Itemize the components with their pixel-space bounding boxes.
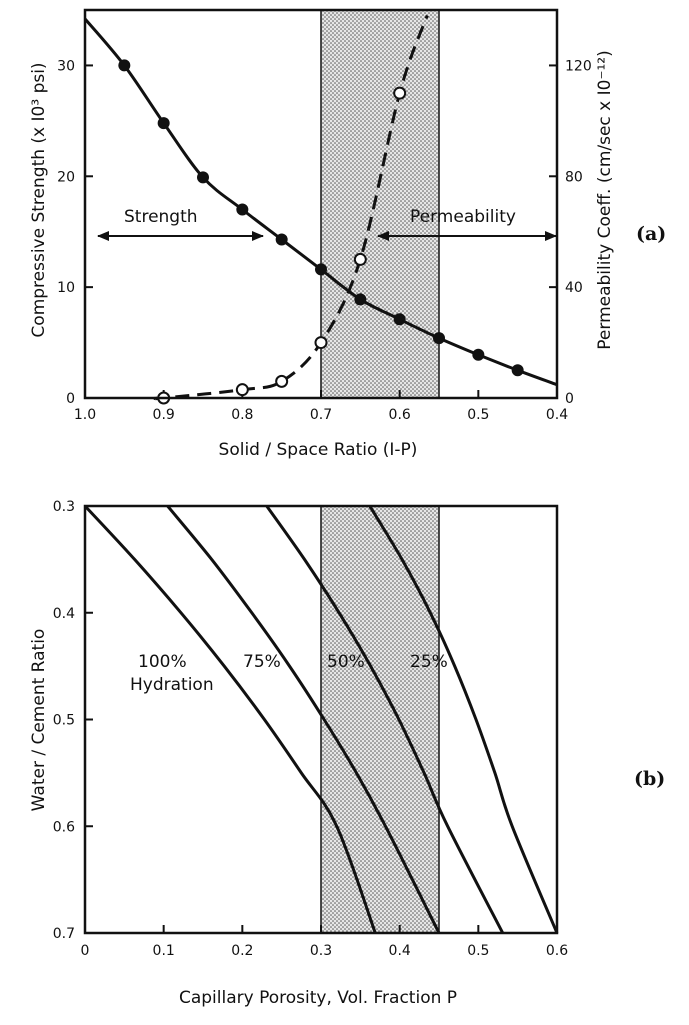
panel-b-x-tick-label: 0.5 <box>467 943 489 959</box>
panel-b-y-tick-label: 0.7 <box>53 926 75 942</box>
curve-label-75: 75% <box>243 652 281 672</box>
curve-label-25: 25% <box>410 652 448 672</box>
panel-a-frame <box>83 8 559 400</box>
strength-point <box>433 332 445 345</box>
panel-a-shaded-band <box>320 9 440 399</box>
panel-a-x-tick-label: 0.7 <box>310 407 332 423</box>
panel-a-ylabel-left: Compressive Strength (x I0³ psi) <box>29 62 49 337</box>
permeability-point <box>353 252 367 266</box>
panel-b-x-tick-label: 0.4 <box>389 943 411 959</box>
hydration-curve-100 <box>83 504 377 934</box>
strength-annotation: Strength <box>124 207 198 227</box>
strength-point <box>354 293 367 306</box>
strength-point <box>275 233 288 246</box>
strength-point <box>236 203 249 216</box>
strength-point <box>157 117 170 130</box>
panel-b-tag: (b) <box>634 768 665 790</box>
panel-b-frame <box>83 504 559 935</box>
panel-a-right-tick-label: 120 <box>565 58 592 74</box>
panel-a-y-tick-label: 0 <box>66 391 75 407</box>
strength-point <box>472 348 485 361</box>
curve-label-hydration: Hydration <box>130 675 214 695</box>
strength-point <box>315 263 327 276</box>
panel-b-xlabel: Capillary Porosity, Vol. Fraction P <box>179 988 457 1008</box>
panel-a-y-tick-label: 10 <box>57 280 75 296</box>
permeability-annotation: Permeability <box>410 207 516 227</box>
panel-a-x-tick-label: 1.0 <box>74 407 96 423</box>
strength-point <box>393 313 406 326</box>
panel-b-x-tick-label: 0.3 <box>310 943 332 959</box>
panel-a-tag: (a) <box>636 223 666 245</box>
panel-a-right-tick-label: 40 <box>565 280 583 296</box>
curve-label-100: 100% <box>138 652 187 672</box>
panel-a-x-tick-label: 0.5 <box>467 407 489 423</box>
panel-a-ylabel-right: Permeability Coeff. (cm/sec x I0⁻¹²) <box>595 50 615 349</box>
panel-a-y-tick-label: 20 <box>57 169 75 185</box>
panel-b-y-tick-label: 0.3 <box>53 499 75 515</box>
panel-a-x-tick-label: 0.8 <box>231 407 253 423</box>
panel-b-x-tick-label: 0.6 <box>546 943 568 959</box>
permeability-point <box>235 383 249 397</box>
panel-b-x-tick-label: 0 <box>81 943 90 959</box>
panel-b-ylabel: Water / Cement Ratio <box>29 629 49 812</box>
hydration-curve-75 <box>166 505 441 934</box>
panel-b-y-tick-label: 0.4 <box>53 606 75 622</box>
panel-a-y-tick-label: 30 <box>57 58 75 74</box>
curve-label-50: 50% <box>327 652 365 672</box>
permeability-point <box>275 374 289 388</box>
panel-a-x-tick-label: 0.6 <box>389 407 411 423</box>
panel-b-y-tick-label: 0.5 <box>53 713 75 729</box>
panel-a-x-tick-label: 0.4 <box>546 407 568 423</box>
panel-b-chart: 0 0.1 0.2 0.3 0.4 0.5 0.60.30.40.50.60.7 100% … <box>29 499 665 1008</box>
panel-a-xlabel: Solid / Space Ratio (I-P) <box>219 440 418 460</box>
permeability-point <box>314 336 328 350</box>
hydration-curve-25 <box>368 505 559 934</box>
panel-b-y-tick-label: 0.6 <box>53 819 75 835</box>
panel-b-shaded-band <box>320 505 440 934</box>
panel-a-right-tick-label: 80 <box>565 169 583 185</box>
panel-a-right-tick-label: 0 <box>565 391 574 407</box>
panel-a-x-tick-label: 0.9 <box>153 407 175 423</box>
strength-point <box>197 171 209 184</box>
strength-point <box>118 59 131 72</box>
hydration-curve-50 <box>265 505 505 934</box>
panel-b-x-tick-label: 0.2 <box>231 943 253 959</box>
permeability-point <box>393 86 407 100</box>
strength-point <box>511 364 524 377</box>
panel-b-x-tick-label: 0.1 <box>153 943 175 959</box>
